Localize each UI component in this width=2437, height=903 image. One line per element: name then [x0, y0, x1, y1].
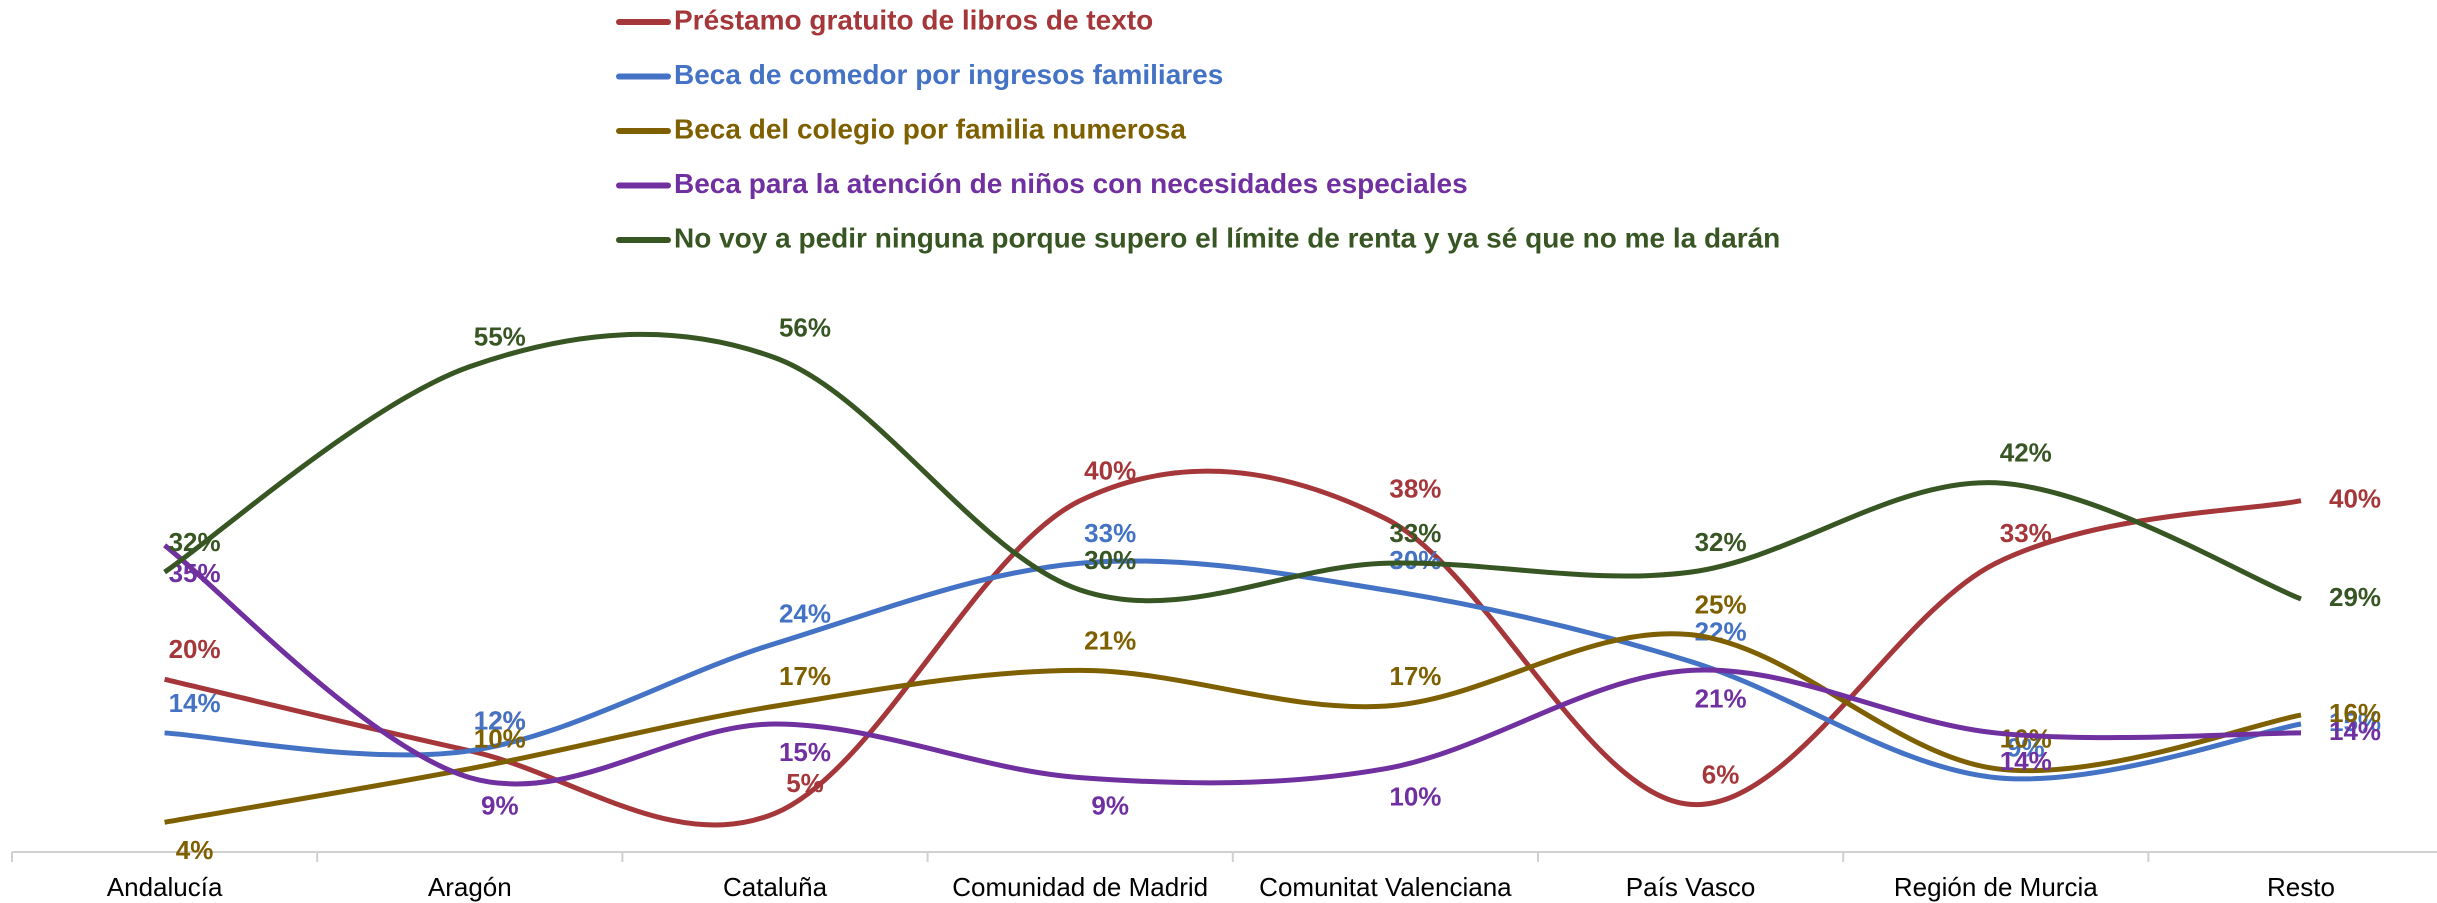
series-line	[164, 631, 2302, 825]
series-line	[164, 468, 2302, 828]
x-tick-label: Cataluña	[723, 872, 828, 902]
legend-label: No voy a pedir ninguna porque supero el …	[674, 222, 1780, 253]
legend-label: Préstamo gratuito de libros de texto	[674, 4, 1153, 35]
data-label: 40%	[1084, 456, 1136, 486]
data-label: 30%	[1084, 545, 1136, 575]
data-label: 55%	[474, 322, 526, 352]
data-label: 10%	[474, 724, 526, 754]
data-label: 20%	[169, 634, 221, 664]
data-label: 24%	[779, 598, 831, 628]
x-tick-label: Comunitat Valenciana	[1259, 872, 1512, 902]
data-label: 38%	[1389, 473, 1441, 503]
data-label: 12%	[474, 706, 526, 736]
data-label: 33%	[1389, 518, 1441, 548]
data-label: 14%	[2329, 716, 2381, 746]
data-label: 6%	[1702, 759, 1740, 789]
data-label: 14%	[2000, 746, 2052, 776]
data-label: 17%	[1389, 661, 1441, 691]
series-line	[163, 331, 2302, 604]
x-tick-label: Comunidad de Madrid	[952, 872, 1208, 902]
data-label: 25%	[1695, 590, 1747, 620]
data-label: 32%	[1695, 527, 1747, 557]
data-label: 17%	[779, 661, 831, 691]
x-tick-label: Andalucía	[107, 872, 223, 902]
data-label: 30%	[1389, 545, 1441, 575]
data-label: 56%	[779, 313, 831, 343]
data-label: 42%	[2000, 438, 2052, 468]
series-line	[164, 558, 2302, 782]
legend-label: Beca para la atención de niños con neces…	[674, 168, 1468, 199]
data-label: 33%	[1084, 518, 1136, 548]
data-label: 10%	[1389, 782, 1441, 812]
series-line	[163, 543, 2302, 787]
data-label: 21%	[1695, 683, 1747, 713]
data-label: 9%	[1091, 790, 1129, 820]
legend-label: Beca del colegio por familia numerosa	[674, 113, 1186, 144]
data-label: 16%	[2329, 698, 2381, 728]
data-label: 12%	[474, 706, 526, 736]
x-tick-label: País Vasco	[1626, 872, 1756, 902]
data-label: 5%	[786, 768, 824, 798]
data-label: 14%	[169, 688, 221, 718]
data-label: 33%	[2000, 518, 2052, 548]
data-label: 15%	[2329, 707, 2381, 737]
data-label: 21%	[1084, 625, 1136, 655]
x-tick-label: Región de Murcia	[1894, 872, 2098, 902]
data-label: 4%	[176, 835, 214, 865]
data-label: 40%	[2329, 484, 2381, 514]
data-label: 32%	[169, 527, 221, 557]
x-tick-label: Resto	[2267, 872, 2335, 902]
data-label: 15%	[779, 737, 831, 767]
x-tick-label: Aragón	[428, 872, 512, 902]
data-label: 29%	[2329, 582, 2381, 612]
data-label: 9%	[481, 790, 519, 820]
legend-label: Beca de comedor por ingresos familiares	[674, 59, 1223, 90]
